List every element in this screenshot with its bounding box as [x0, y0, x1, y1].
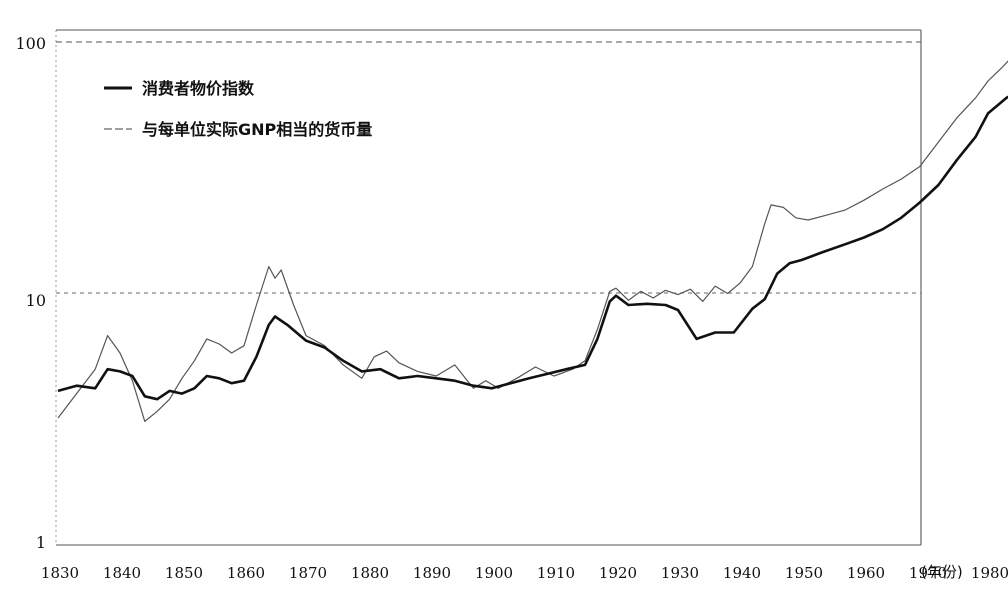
x-tick-label-1910: 1910	[537, 564, 575, 582]
x-tick-label-1930: 1930	[661, 564, 699, 582]
y-tick-label-100: 100	[15, 34, 46, 53]
legend: 消费者物价指数 与每单位实际GNP相当的货币量	[104, 79, 372, 139]
legend-label-money: 与每单位实际GNP相当的货币量	[142, 120, 372, 139]
legend-label-cpi: 消费者物价指数	[142, 79, 255, 98]
series-line-cpi	[57, 95, 1008, 401]
x-tick-label-1850: 1850	[165, 564, 203, 582]
x-tick-label-1860: 1860	[227, 564, 265, 582]
x-tick-label-1830: 1830	[41, 564, 79, 582]
x-tick-label-1960: 1960	[847, 564, 885, 582]
x-tick-label-1950: 1950	[785, 564, 823, 582]
x-tick-label-1980: 1980	[971, 564, 1008, 582]
x-tick-label-1840: 1840	[103, 564, 141, 582]
x-tick-label-1940: 1940	[723, 564, 761, 582]
x-axis-label: (年份)	[921, 563, 963, 581]
x-axis-ticks: 1830 1840 1850 1860 1870 1880 1890 1900 1910 1920…	[41, 564, 1008, 582]
y-tick-label-1: 1	[36, 533, 46, 552]
x-tick-label-1870: 1870	[289, 564, 327, 582]
x-tick-label-1880: 1880	[351, 564, 389, 582]
x-tick-label-1890: 1890	[413, 564, 451, 582]
x-tick-label-1970: 1970	[909, 564, 947, 582]
y-tick-label-10: 10	[26, 291, 46, 310]
x-tick-label-1920: 1920	[599, 564, 637, 582]
series-line-money-per-real-gnp	[57, 60, 1008, 422]
x-tick-label-1900: 1900	[475, 564, 513, 582]
